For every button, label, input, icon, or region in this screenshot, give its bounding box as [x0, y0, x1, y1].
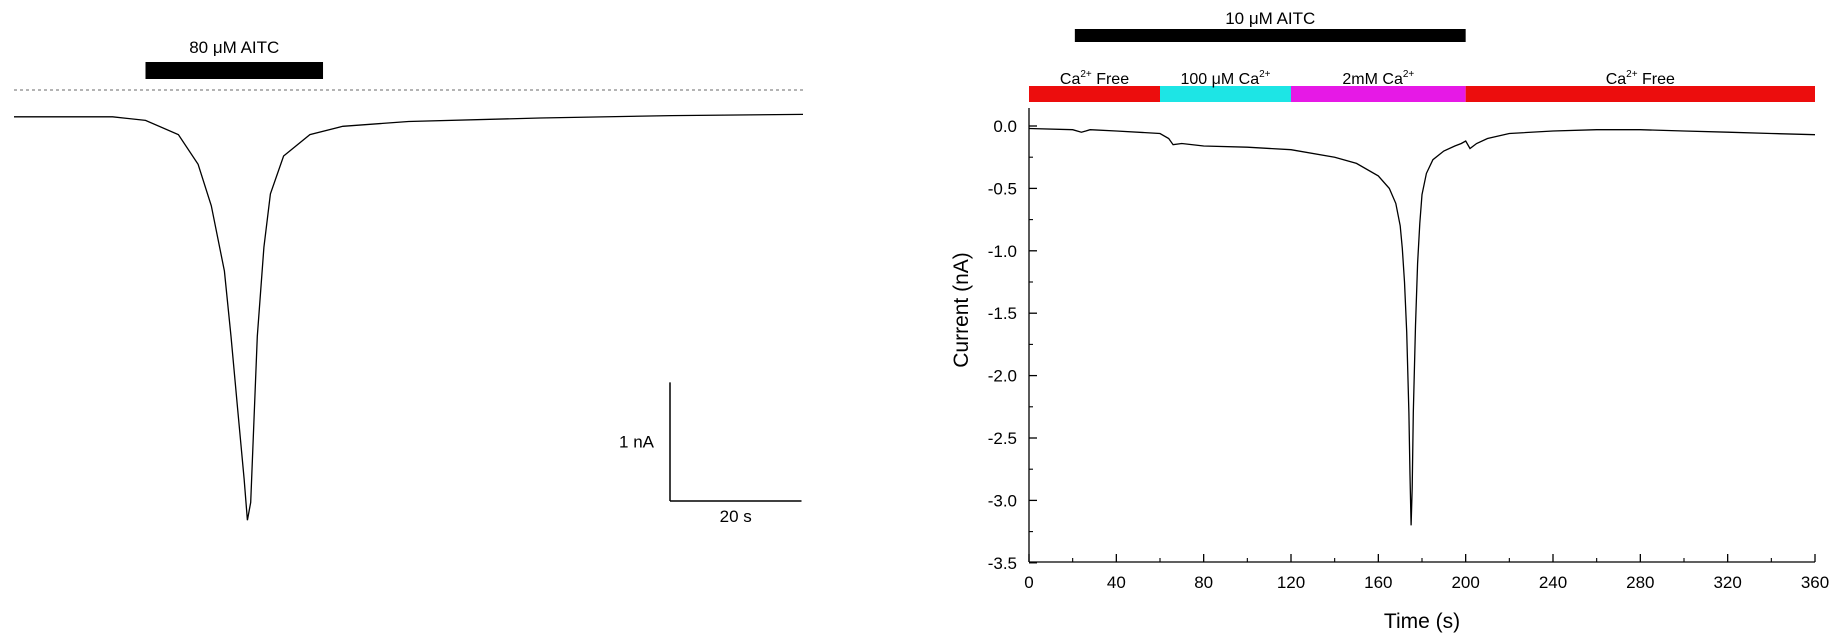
right-stimulus-label: 10 μM AITC — [1225, 9, 1315, 28]
axes: 0 40 80 120 160 200 240 280 320 360 0.0 -0.5 -1.0 -1… — [988, 108, 1829, 592]
condition-bar-fill — [1465, 86, 1815, 102]
y-tick-label: -2.0 — [988, 367, 1017, 386]
condition-label: Ca2+ Free — [1606, 69, 1675, 88]
scale-bar: 1 nA 20 s — [619, 382, 802, 526]
x-tick-label: 80 — [1194, 573, 1213, 592]
x-tick-label: 40 — [1107, 573, 1126, 592]
y-tick-label: -3.0 — [988, 491, 1017, 510]
x-tick-label: 360 — [1801, 573, 1829, 592]
x-tick-label: 320 — [1713, 573, 1741, 592]
y-axis-label: Current (nA) — [950, 252, 973, 368]
condition-label: 100 μM Ca2+ — [1181, 69, 1271, 88]
scale-bar-current-label: 1 nA — [619, 433, 655, 452]
left-stimulus-label: 80 μM AITC — [189, 38, 279, 57]
right-panel: 10 μM AITC Ca2+ Free 100 μM Ca2+ 2mM Ca2+ C… — [950, 9, 1829, 633]
y-tick-label: -1.0 — [988, 242, 1017, 261]
y-ticks: 0.0 -0.5 -1.0 -1.5 -2.0 -2.5 -3.0 -3.5 — [988, 117, 1037, 573]
condition-bar-fill — [1160, 86, 1291, 102]
left-panel: 80 μM AITC 1 nA 20 s — [14, 38, 804, 526]
left-stimulus-bar — [145, 62, 324, 79]
condition-bar-fill — [1029, 86, 1160, 102]
x-tick-label: 0 — [1024, 573, 1033, 592]
scale-bar-time-label: 20 s — [720, 507, 752, 526]
condition-bar-fill — [1291, 86, 1466, 102]
condition-bar: Ca2+ Free — [1465, 69, 1815, 102]
right-stimulus-bar — [1074, 29, 1466, 42]
condition-bar: Ca2+ Free — [1029, 69, 1160, 102]
y-tick-label: -0.5 — [988, 179, 1017, 198]
condition-bar: 100 μM Ca2+ — [1160, 69, 1291, 102]
x-tick-label: 240 — [1539, 573, 1567, 592]
x-tick-label: 160 — [1364, 573, 1392, 592]
condition-bars: Ca2+ Free 100 μM Ca2+ 2mM Ca2+ Ca2+ Free — [1029, 69, 1815, 102]
x-tick-label: 200 — [1451, 573, 1479, 592]
x-axis-label: Time (s) — [1384, 610, 1460, 633]
x-tick-label: 120 — [1277, 573, 1305, 592]
condition-label: 2mM Ca2+ — [1342, 69, 1414, 88]
condition-bar: 2mM Ca2+ — [1291, 69, 1466, 102]
y-tick-label: -3.5 — [988, 554, 1017, 573]
x-tick-label: 280 — [1626, 573, 1654, 592]
y-tick-label: 0.0 — [993, 117, 1017, 136]
condition-label: Ca2+ Free — [1060, 69, 1129, 88]
left-current-trace — [14, 113, 804, 521]
x-ticks: 0 40 80 120 160 200 240 280 320 360 — [1024, 554, 1829, 592]
right-current-trace — [1028, 127, 1816, 526]
y-tick-label: -2.5 — [988, 429, 1017, 448]
y-tick-label: -1.5 — [988, 304, 1017, 323]
